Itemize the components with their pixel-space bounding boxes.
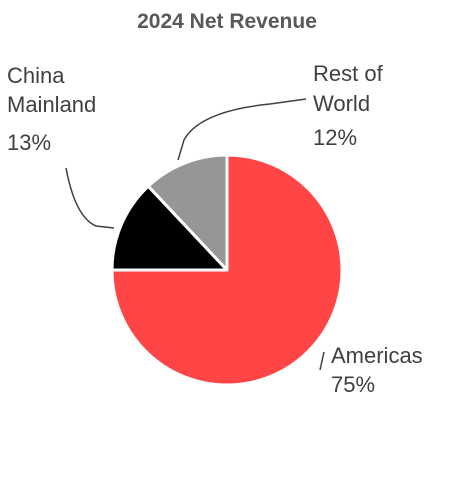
pie-slices	[110, 153, 344, 387]
label-rest-of-world-line2: World	[313, 91, 370, 116]
label-rest-of-world: Rest of World	[313, 61, 389, 116]
label-americas: Americas	[331, 343, 423, 368]
value-china-mainland: 13%	[7, 130, 51, 155]
value-rest-of-world: 12%	[313, 125, 357, 150]
label-rest-of-world-line1: Rest of	[313, 61, 384, 86]
label-china-mainland-line2: Mainland	[7, 92, 96, 117]
leader-line-americas	[319, 351, 325, 371]
slice-rest-of-world	[146, 153, 229, 272]
slice-americas	[110, 153, 344, 387]
leader-line-china-mainland	[65, 167, 115, 229]
value-americas: 75%	[331, 372, 375, 397]
label-china-mainland: China Mainland	[7, 63, 96, 117]
leader-line-rest-of-world	[177, 98, 307, 161]
label-china-mainland-line1: China	[7, 63, 65, 88]
slice-china-mainland	[110, 184, 229, 272]
chart-title: 2024 Net Revenue	[137, 10, 317, 33]
